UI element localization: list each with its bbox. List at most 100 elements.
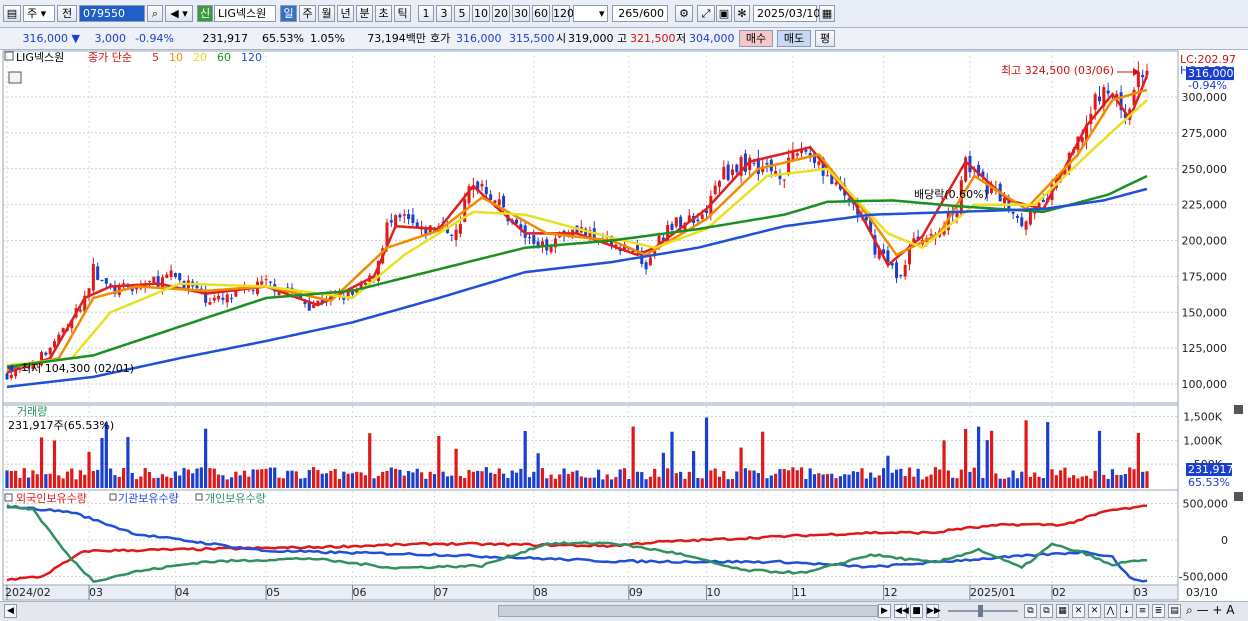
zoom-in-icon[interactable]: + [1212,603,1223,617]
grid [2,50,1179,587]
interval-button-2[interactable]: 5 [454,5,470,22]
volume-tick-label: 1,500K [1183,411,1222,424]
save-icon[interactable]: ▣ [716,5,732,22]
interval-button-7[interactable]: 120 [552,5,574,22]
interval-button-3[interactable]: 10 [472,5,490,22]
stop-icon[interactable]: ■ [910,604,923,618]
candle-body [135,286,139,290]
arrow-down-icon[interactable]: ↓ [1120,604,1133,618]
buy-button[interactable]: 매수 [739,30,773,47]
volume-bar [65,471,70,488]
market-select[interactable]: 주 ▾ [23,5,55,22]
candle-body [739,157,743,176]
scroll-left-icon[interactable]: ◀ [4,604,17,618]
magnify-icon[interactable]: ⌕ [1186,603,1193,617]
prev-button[interactable]: 전 [57,5,77,22]
stock-name-field[interactable]: LIG넥스원 [214,5,276,22]
volume-bar [838,476,843,488]
turnover: 1.05% [310,32,345,45]
volume-bar [273,467,277,488]
bid-label: 호가 [430,32,451,45]
date-field[interactable]: 2025/03/10 [753,5,820,22]
volume-bar [173,471,178,488]
candle-body [1110,96,1114,98]
time-label: 08 [534,586,548,599]
candle-body [825,175,829,177]
chart-scrollbar[interactable]: ◀ ▶ ◀◀ ■ ▶▶ ⧉ ⧉ ▦ ✕ ✕ ⋀ ↓ ≡ ≣ ▤ ⌕ — + A [0,601,1248,621]
period-tab-5[interactable]: 초 [375,5,392,22]
volume-bar [1093,470,1097,488]
volume-close-icon[interactable] [1234,405,1243,414]
volume-bar [938,469,942,488]
volume-bar [1011,470,1015,488]
volume-bar [1141,471,1145,488]
zoom-handle[interactable] [978,605,983,617]
volume-bar [1071,475,1076,488]
align-icon[interactable]: ≣ [1152,604,1165,618]
volume-bar [450,475,454,488]
gear-icon[interactable]: ✻ [734,5,750,22]
volume-bar [109,468,113,488]
period-tab-1[interactable]: 주 [299,5,316,22]
sound-icon[interactable]: ◀ ▾ [165,5,193,22]
chart-settings-icon[interactable]: ⚙ [675,5,693,22]
period-tab-6[interactable]: 틱 [394,5,411,22]
count-field[interactable]: 265/600 [612,5,668,22]
volume-bar [532,471,536,488]
line-chart-icon[interactable]: ⋀ [1104,604,1117,618]
scroll-right-icon[interactable]: ▶ [878,604,891,618]
cross-icon[interactable]: ✕ [1072,604,1085,618]
volume-bar [134,479,139,488]
scroll-thumb[interactable] [498,605,878,617]
interval-button-4[interactable]: 20 [492,5,510,22]
cross-alt-icon[interactable]: ✕ [1088,604,1101,618]
step-back-icon[interactable]: ◀◀ [894,604,909,618]
interval-button-1[interactable]: 3 [436,5,452,22]
period-tab-3[interactable]: 년 [337,5,354,22]
table-view-icon[interactable]: ▤ [1168,604,1181,618]
font-size-icon[interactable]: A [1226,603,1235,617]
grid-icon[interactable]: ▦ [1056,604,1069,618]
avg-button[interactable]: 평 [815,30,835,47]
stock-chart[interactable]: 100,000 125,000 150,000 175,000 200,000 225,0… [0,50,1248,602]
volume-bar [985,440,989,488]
open: 319,000 [568,32,614,45]
period-tab-4[interactable]: 분 [356,5,373,22]
duplicate-icon[interactable]: ⧉ [1040,604,1053,618]
window-menu-icon[interactable]: ▤ [3,5,21,22]
period-tab-2[interactable]: 월 [318,5,335,22]
volume-bar [959,469,963,488]
volume-bar [903,476,907,488]
copy-icon[interactable]: ⧉ [1024,604,1037,618]
candle-body [1041,199,1045,203]
candle-body [1098,96,1101,102]
zoom-track[interactable] [948,610,1018,612]
time-label: 04 [175,586,189,599]
period-tab-0[interactable]: 일 [280,5,297,22]
candle-body [61,328,65,333]
step-forward-icon[interactable]: ▶▶ [926,604,941,618]
interval-button-5[interactable]: 30 [512,5,530,22]
stock-code-input[interactable]: 079550 [79,5,145,22]
draw-tool-icon[interactable]: ⤢ [697,5,715,22]
zoom-out-icon[interactable]: — [1196,603,1209,617]
interval-button-0[interactable]: 1 [418,5,434,22]
candle-body [877,249,881,259]
amount: 73,194백만 [367,32,426,45]
list-icon[interactable]: ≡ [1136,604,1149,618]
candle-body [730,169,734,176]
search-icon[interactable]: ⌕ [147,5,163,22]
interval-button-6[interactable]: 60 [532,5,550,22]
candle-body [1015,215,1019,218]
volume-bar [614,477,618,488]
candle-body [91,264,95,291]
candle-body [955,212,959,218]
candle-body [890,263,894,266]
volume-bar [359,472,363,488]
candle-body [109,284,113,286]
interval-custom-select[interactable]: ▾ [573,5,608,22]
table-icon[interactable] [8,71,22,84]
sell-button[interactable]: 매도 [777,30,811,47]
flow-close-icon[interactable] [1234,492,1243,501]
calendar-icon[interactable]: ▦ [819,5,835,22]
